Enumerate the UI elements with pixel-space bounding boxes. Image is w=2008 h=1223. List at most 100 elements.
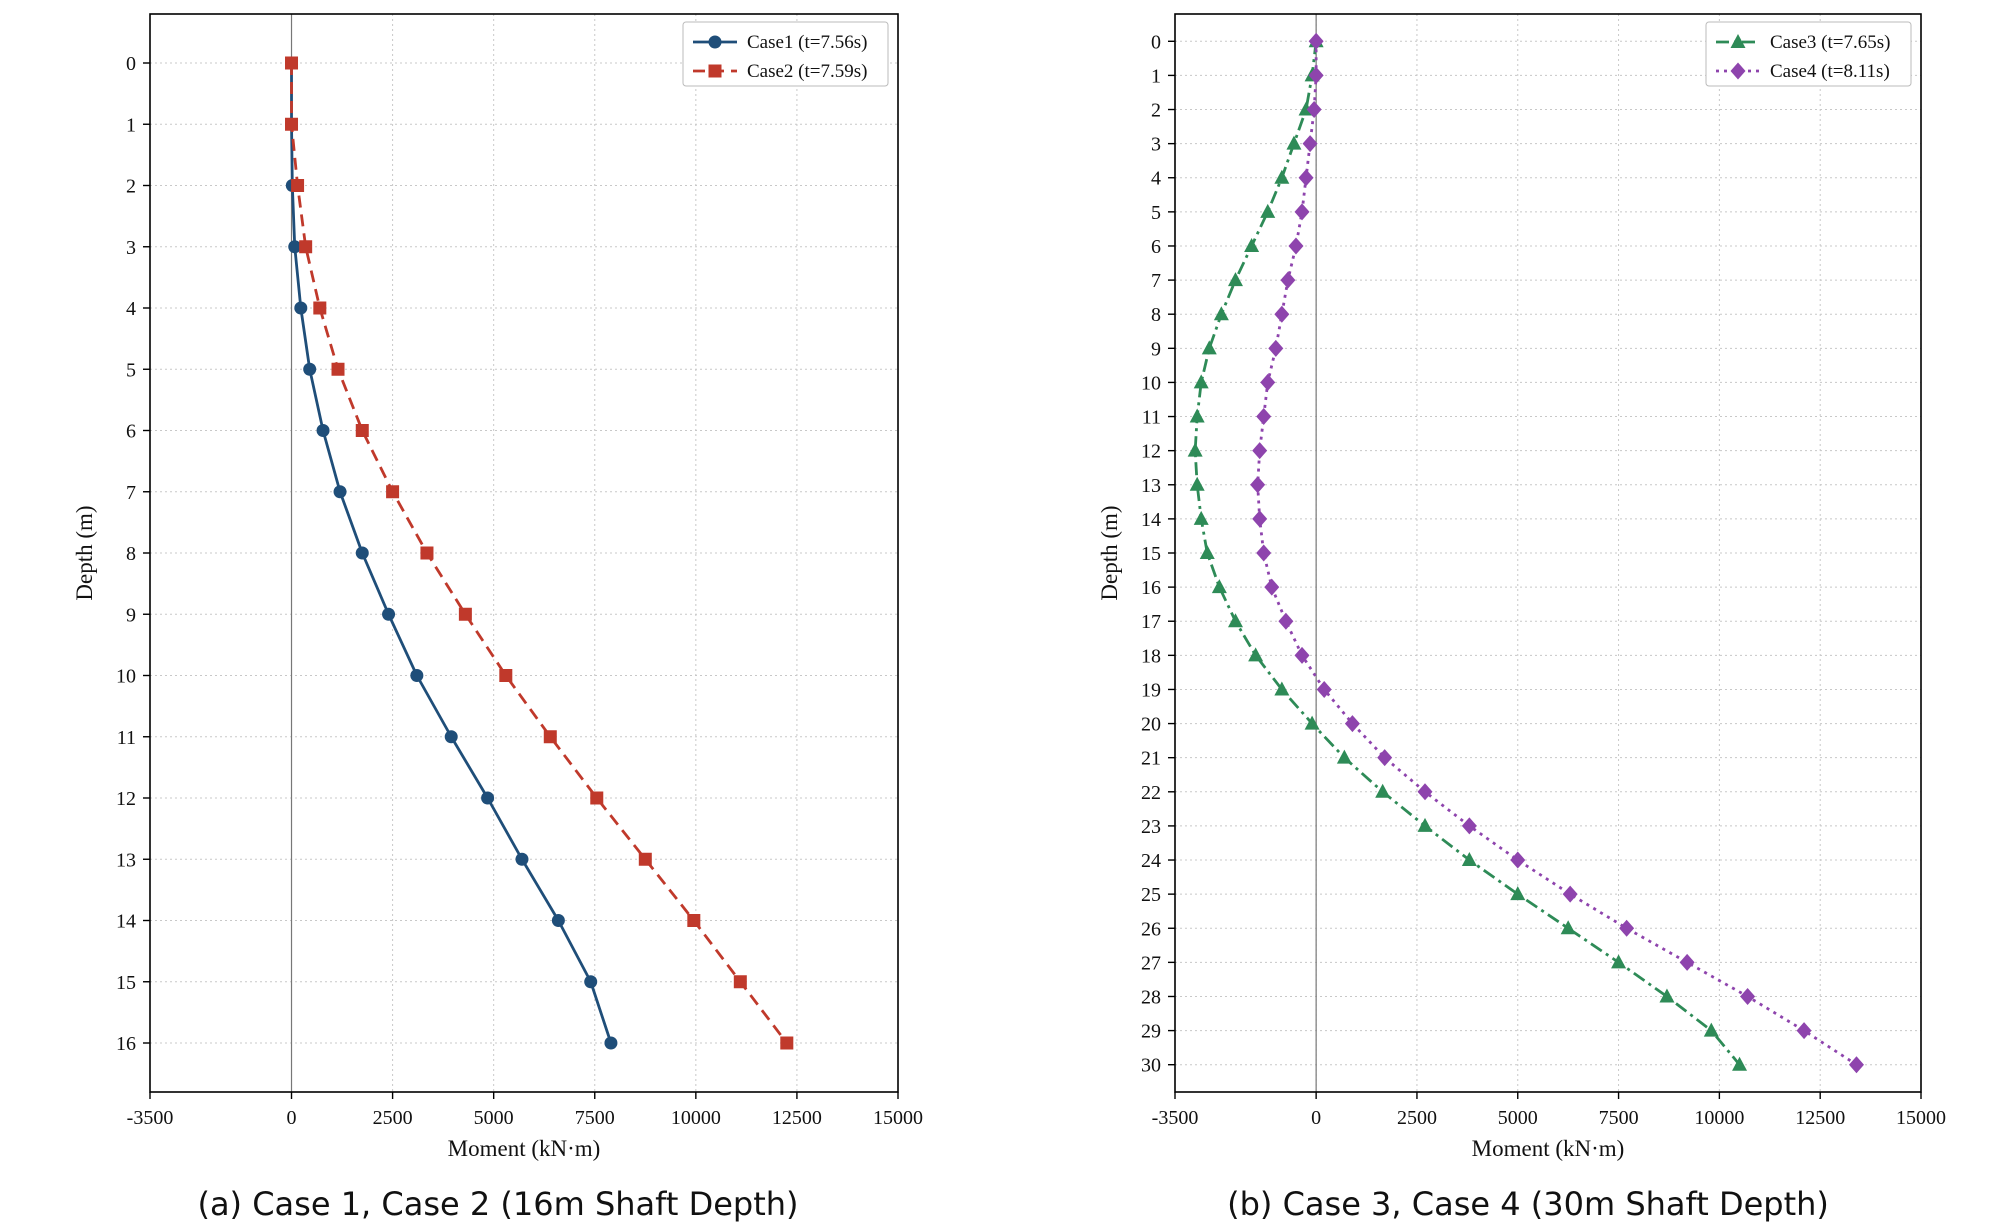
data-point [333,485,347,499]
y-tick-label: 9 [1151,338,1161,360]
series-1 [1187,33,1748,1071]
y-tick-label: 5 [1151,202,1161,224]
figure-caption: (a) Case 1, Case 2 (16m Shaft Depth) [197,1185,798,1223]
data-point [1304,715,1320,730]
y-tick-label: 10 [1141,372,1161,394]
data-point [551,914,565,927]
y-tick-label: 25 [1141,884,1161,906]
y-tick-label: 16 [116,1033,136,1055]
data-point [604,1036,618,1050]
y-tick-label: 4 [126,298,136,320]
y-tick-label: 19 [1141,679,1161,701]
y-tick-label: 1 [1151,65,1161,87]
data-point [1250,476,1266,494]
y-tick-label: 6 [126,421,136,443]
data-point [1619,919,1635,937]
y-tick-label: 26 [1141,918,1161,940]
y-tick-label: 14 [1141,509,1161,531]
data-point [1227,613,1243,628]
x-axis-label: Moment (kN·m) [1472,1136,1625,1161]
y-tick-label: 11 [1142,407,1161,429]
data-point [1461,817,1477,835]
data-point [1510,851,1526,869]
x-tick-label: 12500 [1795,1107,1845,1129]
y-tick-label: 15 [116,972,136,994]
data-point [687,914,701,927]
y-tick-label: 15 [1141,543,1161,565]
data-point [1308,32,1324,50]
y-axis-label: Depth (m) [72,505,97,600]
data-point [1308,66,1324,84]
data-point [1848,1056,1864,1074]
chart-panel-b: -3500 0 2500 5000 7500 10000 12500 150000123456… [1097,13,1946,1223]
y-tick-label: 6 [1151,236,1161,258]
figure-caption: (b) Case 3, Case 4 (30m Shaft Depth) [1227,1185,1829,1223]
y-tick-label: 7 [1151,270,1161,292]
y-tick-label: 8 [1151,304,1161,326]
x-tick-label: 15000 [873,1107,923,1129]
data-point [291,179,305,192]
series-2 [1250,32,1864,1074]
data-point [285,56,299,70]
data-point [1280,271,1296,289]
y-tick-label: 7 [126,482,136,504]
data-point [1211,579,1227,594]
data-point [285,117,299,131]
y-tick-label: 17 [1141,611,1161,633]
data-point [444,730,458,744]
data-point [1286,135,1302,150]
x-tick-label: -3500 [1152,1107,1199,1129]
data-point [1256,544,1272,562]
legend-marker [708,35,722,49]
data-point [1611,954,1627,969]
data-point [316,424,330,437]
x-tick-label: 10000 [671,1107,721,1129]
x-tick-label: 2500 [373,1107,413,1129]
y-tick-label: 12 [1141,441,1161,463]
data-point [355,546,369,560]
data-point [1264,578,1280,596]
data-point [355,424,369,437]
data-point [1260,203,1276,218]
data-point [458,607,472,621]
data-point [299,240,313,254]
data-point [1252,442,1268,460]
x-axis-label: Moment (kN·m) [448,1136,601,1161]
data-point [1336,749,1352,764]
x-tick-label: 5000 [1498,1107,1538,1129]
data-point [1316,680,1332,698]
legend: Case3 (t=7.65s) Case4 (t=8.11s) [1705,21,1912,87]
data-point [1227,272,1243,287]
data-point [584,975,598,989]
y-tick-label: 11 [117,727,136,749]
y-tick-label: 10 [116,666,136,688]
data-point [1344,715,1360,733]
y-tick-label: 0 [126,53,136,75]
data-point [1199,545,1215,559]
data-point [1288,237,1304,255]
data-point [499,669,513,682]
x-tick-label: 0 [1311,1107,1321,1129]
y-tick-label: 22 [1141,782,1161,804]
y-tick-label: 3 [126,237,136,259]
y-tick-label: 13 [116,849,136,871]
data-point [1189,408,1205,423]
data-point [1306,101,1322,119]
data-point [288,240,302,254]
data-point [1256,408,1272,426]
y-tick-label: 21 [1141,748,1161,770]
data-point [303,362,317,376]
y-tick-label: 2 [1151,100,1161,122]
data-point [1294,646,1310,664]
data-point [1417,783,1433,801]
data-point [1278,612,1294,630]
y-tick-label: 1 [126,114,136,136]
data-point [1302,135,1318,153]
legend: Case1 (t=7.56s) Case2 (t=7.59s) [682,21,889,87]
legend-marker [708,64,722,78]
x-tick-label: 10000 [1694,1107,1744,1129]
legend-entry: Case1 (t=7.56s) [747,32,867,53]
legend-entry: Case3 (t=7.65s) [1770,32,1890,53]
chart-panel-a: -3500 0 2500 5000 7500 10000 12500 150000123456… [72,13,923,1223]
